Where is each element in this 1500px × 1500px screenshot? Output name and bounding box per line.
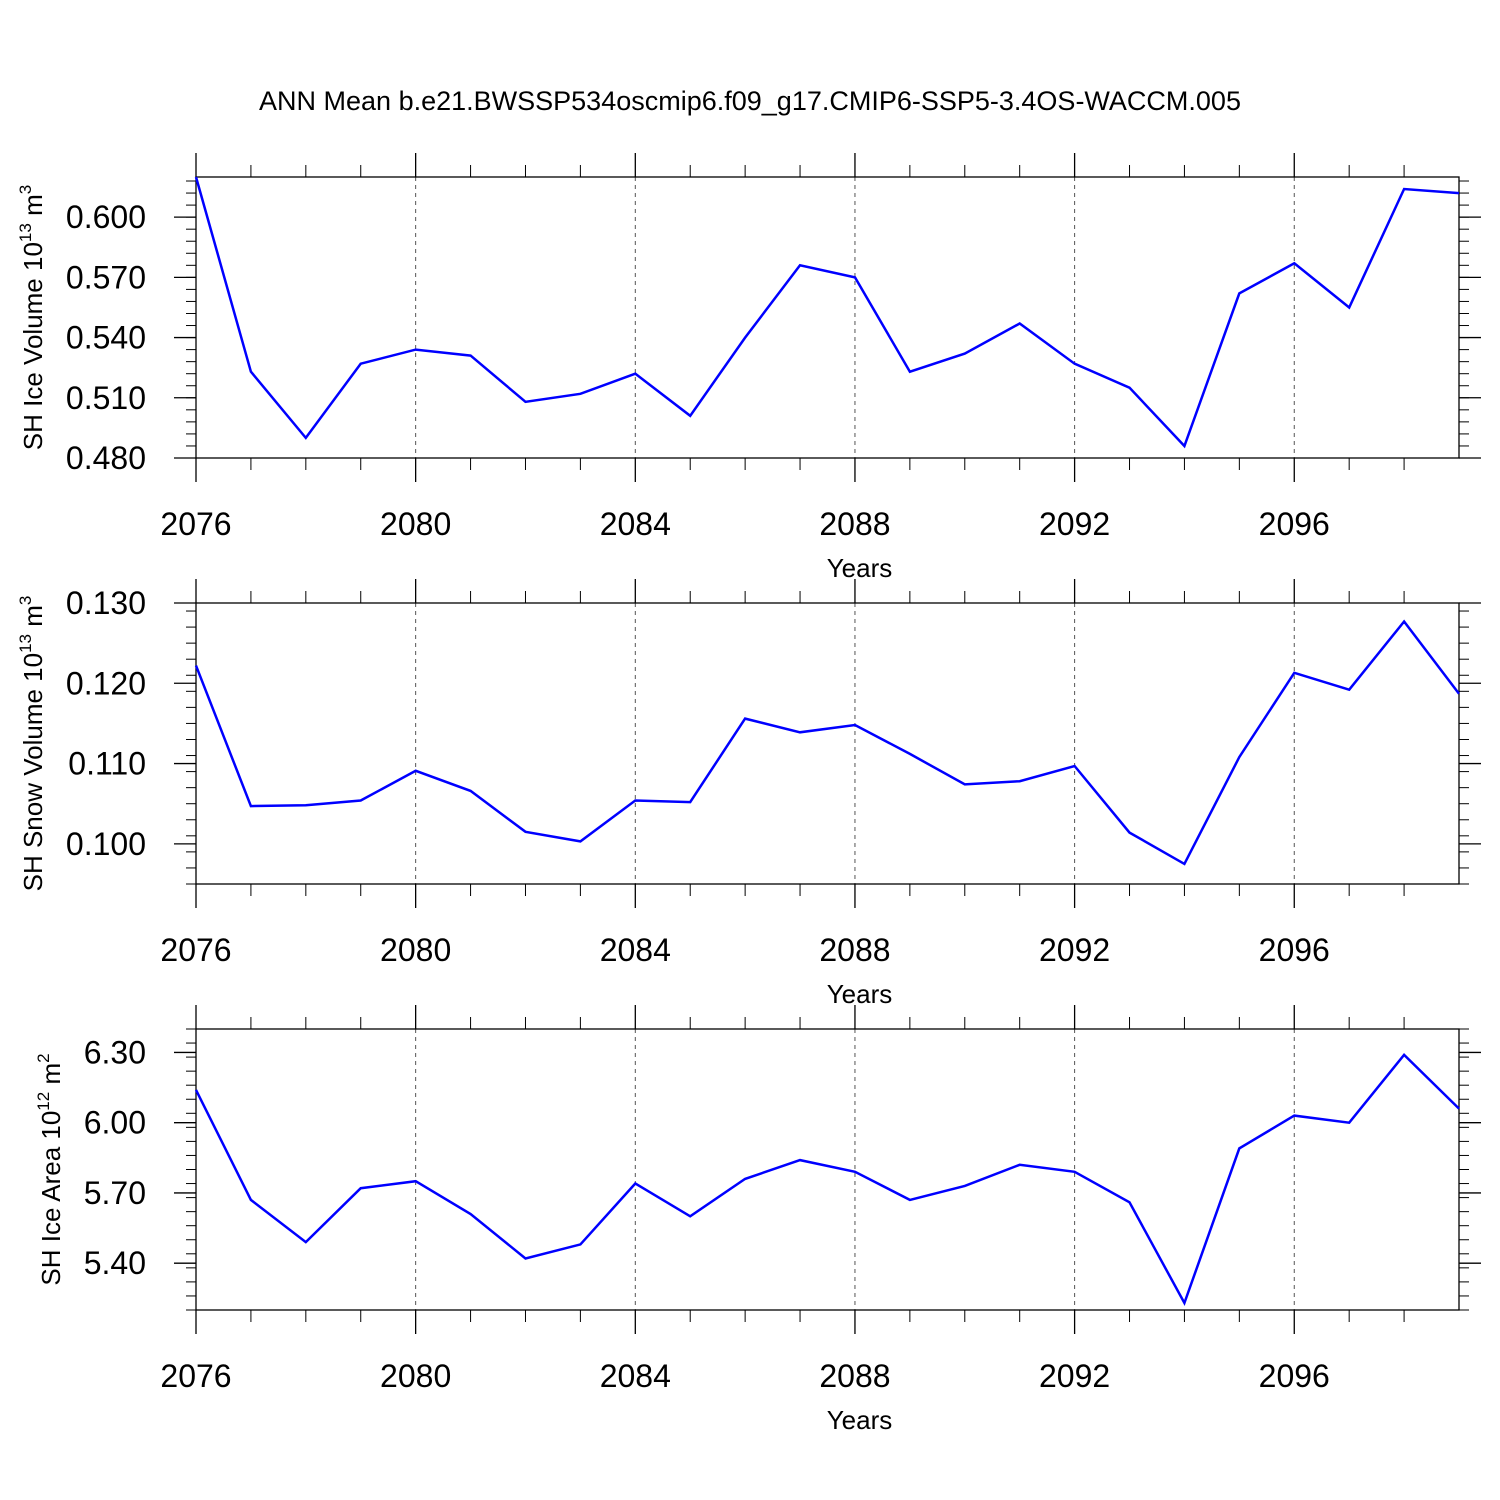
x-axis-label: Years [827,553,893,583]
series-line [194,176,1460,449]
x-tick-label: 2088 [819,506,890,542]
y-axis-label: SH Ice Volume 1013 m3 [16,185,48,450]
plot-frame [195,602,1460,885]
x-tick-label: 2092 [1039,932,1110,968]
y-tick-label: 5.40 [84,1245,146,1281]
y-tick-label: 0.120 [66,665,146,701]
y-tick-label: 0.510 [66,380,146,416]
y-tick-label: 0.110 [68,746,146,782]
x-tick-label: 2084 [600,506,671,542]
x-tick-label: 2080 [380,506,451,542]
x-tick-label: 2092 [1039,506,1110,542]
panel-1: 2076 2080 2084 2088 2092 2096 0.480 0.510 0.540 0… [16,153,1481,583]
y-tick-label: 6.30 [84,1034,146,1070]
x-tick-label: 2092 [1039,1358,1110,1394]
x-tick-label: 2080 [380,1358,451,1394]
chart-title: ANN Mean b.e21.BWSSP534oscmip6.f09_g17.C… [259,86,1241,116]
panel-3: 2076 2080 2084 2088 2092 2096 5.40 5.70 6.00 6.30… [34,1005,1481,1435]
y-tick-label: 0.480 [66,440,146,476]
plot-frame [195,1028,1460,1311]
x-tick-label: 2096 [1259,506,1330,542]
x-axis-label: Years [827,979,893,1009]
x-tick-label: 2076 [160,932,231,968]
x-tick-label: 2096 [1259,932,1330,968]
y-tick-label: 0.600 [66,199,146,235]
plot-frame [195,176,1460,459]
y-tick-label: 0.570 [66,259,146,295]
y-tick-label: 5.70 [84,1175,146,1211]
y-tick-label: 6.00 [84,1105,146,1141]
x-tick-label: 2076 [160,1358,231,1394]
x-tick-label: 2088 [819,932,890,968]
x-tick-label: 2096 [1259,1358,1330,1394]
y-axis-label: SH Ice Area 1012 m2 [34,1053,66,1285]
y-tick-label: 0.100 [66,826,146,862]
x-tick-label: 2088 [819,1358,890,1394]
x-tick-label: 2076 [160,506,231,542]
panel-2: 2076 2080 2084 2088 2092 2096 0.100 0.110 0.120 0… [16,579,1481,1009]
y-axis-label: SH Snow Volume 1013 m3 [16,596,48,892]
x-tick-label: 2084 [600,1358,671,1394]
y-tick-label: 0.540 [66,320,146,356]
x-axis-label: Years [827,1405,893,1435]
series-line [194,619,1460,866]
series-line [194,1052,1460,1307]
x-tick-label: 2080 [380,932,451,968]
y-tick-label: 0.130 [66,585,146,621]
x-tick-label: 2084 [600,932,671,968]
